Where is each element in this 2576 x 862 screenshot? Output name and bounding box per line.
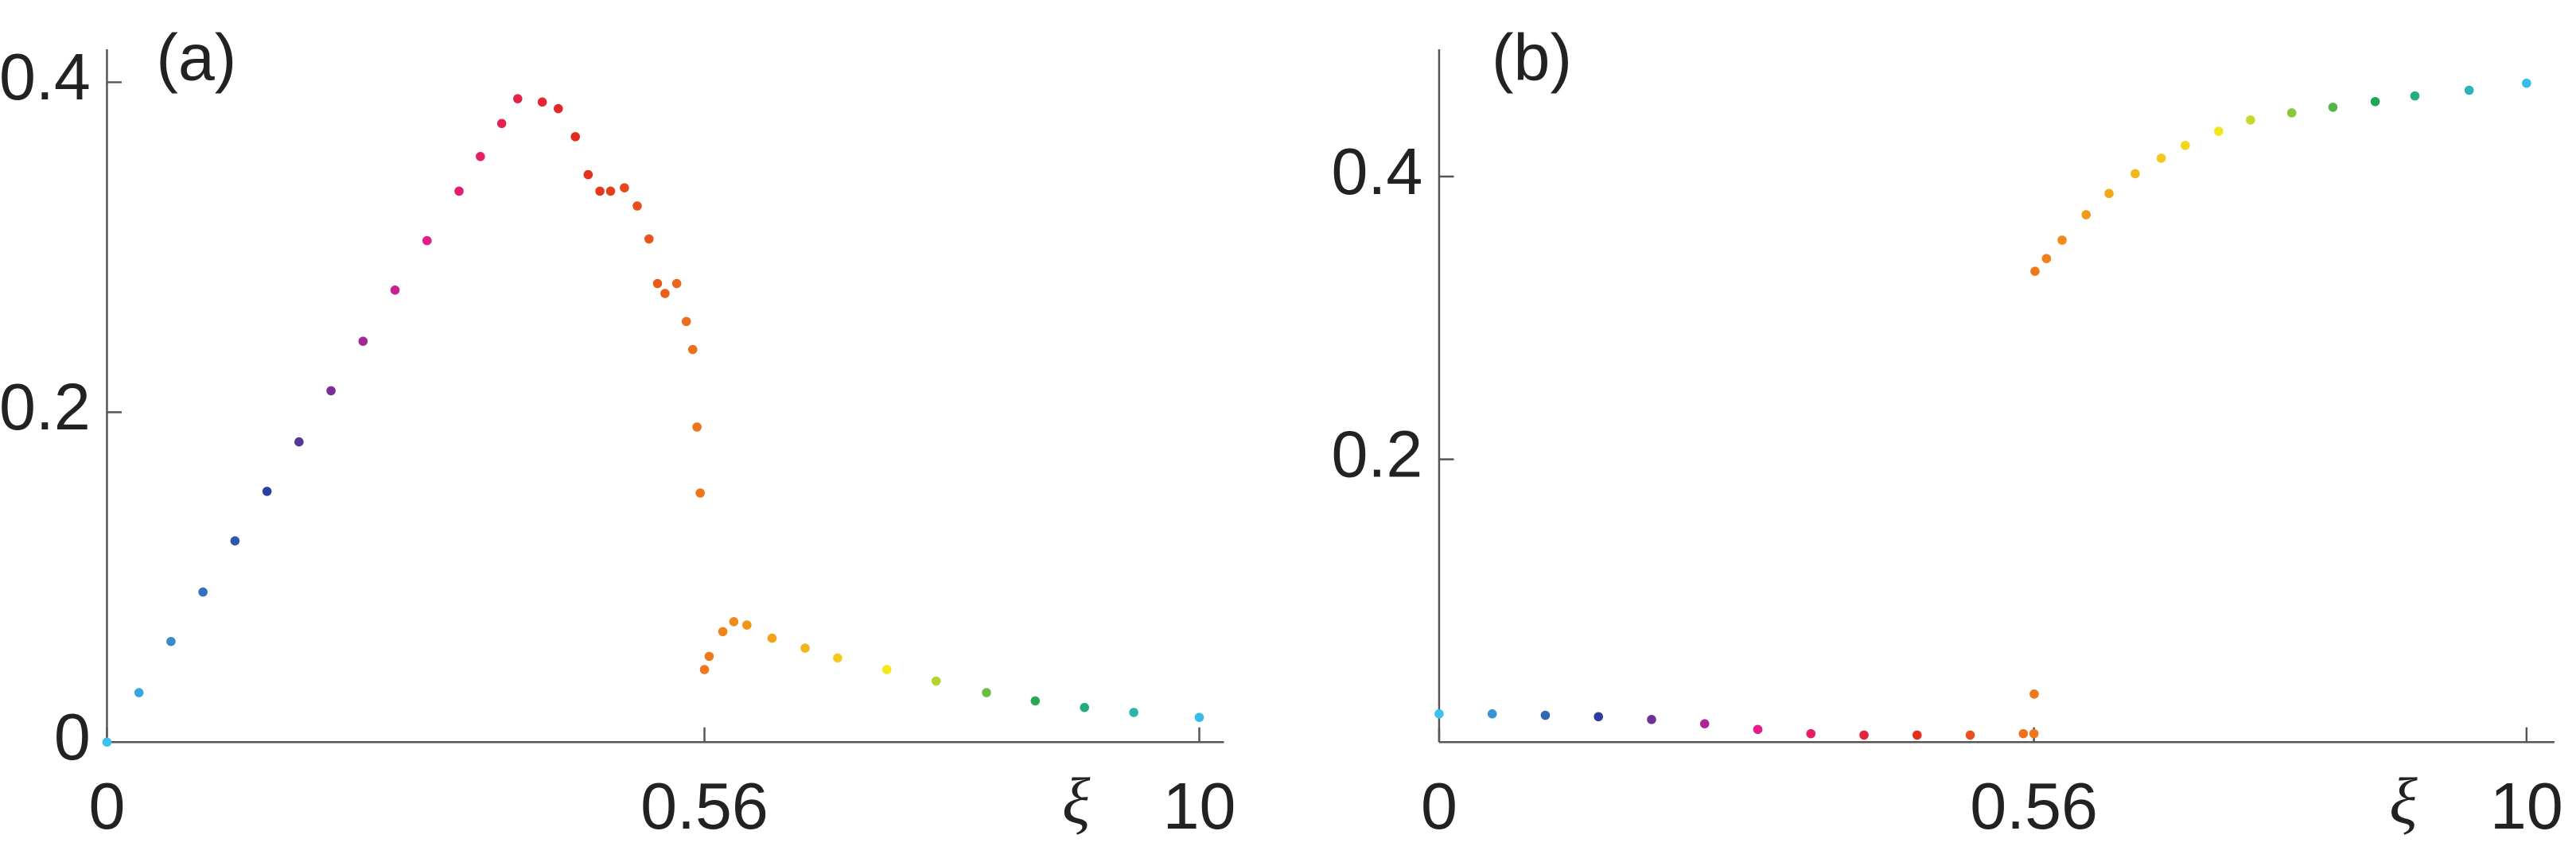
point xyxy=(644,234,654,244)
point xyxy=(767,633,777,643)
point xyxy=(620,183,629,192)
point xyxy=(294,437,304,447)
point xyxy=(695,488,705,498)
point xyxy=(496,118,507,129)
point xyxy=(230,536,240,546)
point xyxy=(699,665,710,674)
point xyxy=(537,97,547,107)
point xyxy=(704,651,714,662)
y-tick-label: 0.4 xyxy=(0,40,91,114)
point xyxy=(390,285,400,295)
point xyxy=(1080,702,1089,713)
point xyxy=(2104,188,2114,199)
point xyxy=(358,336,368,346)
point xyxy=(671,278,682,289)
point xyxy=(660,289,670,298)
point xyxy=(134,688,144,697)
point xyxy=(2464,85,2474,95)
point xyxy=(2246,115,2255,125)
point xyxy=(583,169,593,180)
point xyxy=(2156,153,2166,163)
point xyxy=(1965,730,1975,740)
point xyxy=(833,653,842,663)
point xyxy=(718,627,728,637)
point xyxy=(2328,103,2338,112)
point xyxy=(2029,728,2039,739)
point xyxy=(570,132,581,142)
point xyxy=(2018,728,2029,739)
point xyxy=(1194,713,1204,722)
x-tick-label: 0.56 xyxy=(1970,769,2098,843)
point xyxy=(2214,126,2224,136)
x-tick-label: 0 xyxy=(88,769,125,843)
x-tick-label: 10 xyxy=(2490,769,2563,843)
point xyxy=(595,186,605,196)
x-axis-label: ξ xyxy=(2389,764,2418,837)
point xyxy=(1593,712,1604,722)
point xyxy=(931,676,941,686)
y-tick-label: 0.4 xyxy=(1332,134,1423,208)
point xyxy=(692,422,702,432)
point xyxy=(681,316,691,327)
point xyxy=(2181,141,2190,150)
x-tick-label: 0 xyxy=(1421,769,1457,843)
point xyxy=(1129,708,1138,717)
point xyxy=(2041,254,2052,263)
point xyxy=(198,587,208,597)
y-tick-label: 0.2 xyxy=(1332,417,1423,491)
point xyxy=(2410,91,2420,101)
point xyxy=(1912,730,1922,740)
point xyxy=(553,103,563,114)
point xyxy=(2030,266,2040,276)
point xyxy=(2029,689,2039,699)
panel-label: (a) xyxy=(156,20,236,94)
point xyxy=(742,620,752,630)
point xyxy=(982,688,991,697)
point xyxy=(2286,108,2297,118)
point xyxy=(513,94,523,103)
point xyxy=(102,737,112,747)
point xyxy=(422,235,432,246)
point xyxy=(262,487,272,496)
point xyxy=(326,386,336,396)
point xyxy=(632,201,642,211)
point xyxy=(1487,709,1497,719)
panel-label: (b) xyxy=(1492,20,1572,94)
point xyxy=(454,186,464,196)
x-tick-label: 0.56 xyxy=(640,769,769,843)
point xyxy=(2370,96,2380,107)
point xyxy=(166,636,176,646)
point xyxy=(1753,724,1763,735)
point xyxy=(687,344,698,355)
point xyxy=(1699,719,1710,728)
point xyxy=(2130,169,2140,179)
y-tick-label: 0.2 xyxy=(0,370,91,444)
point xyxy=(1030,696,1041,706)
point xyxy=(1806,728,1816,739)
point xyxy=(882,665,892,674)
point xyxy=(800,643,810,653)
point xyxy=(1434,709,1444,719)
point xyxy=(1859,730,1869,740)
point xyxy=(476,152,485,161)
x-axis-label: ξ xyxy=(1062,764,1091,837)
point xyxy=(2522,78,2531,88)
point xyxy=(652,278,663,289)
point xyxy=(1540,710,1551,720)
point xyxy=(2057,235,2067,245)
y-tick-label: 0 xyxy=(54,700,91,774)
point xyxy=(605,186,616,196)
point xyxy=(729,617,739,627)
point xyxy=(2081,210,2092,219)
point xyxy=(1647,715,1656,724)
x-tick-label: 10 xyxy=(1163,769,1236,843)
